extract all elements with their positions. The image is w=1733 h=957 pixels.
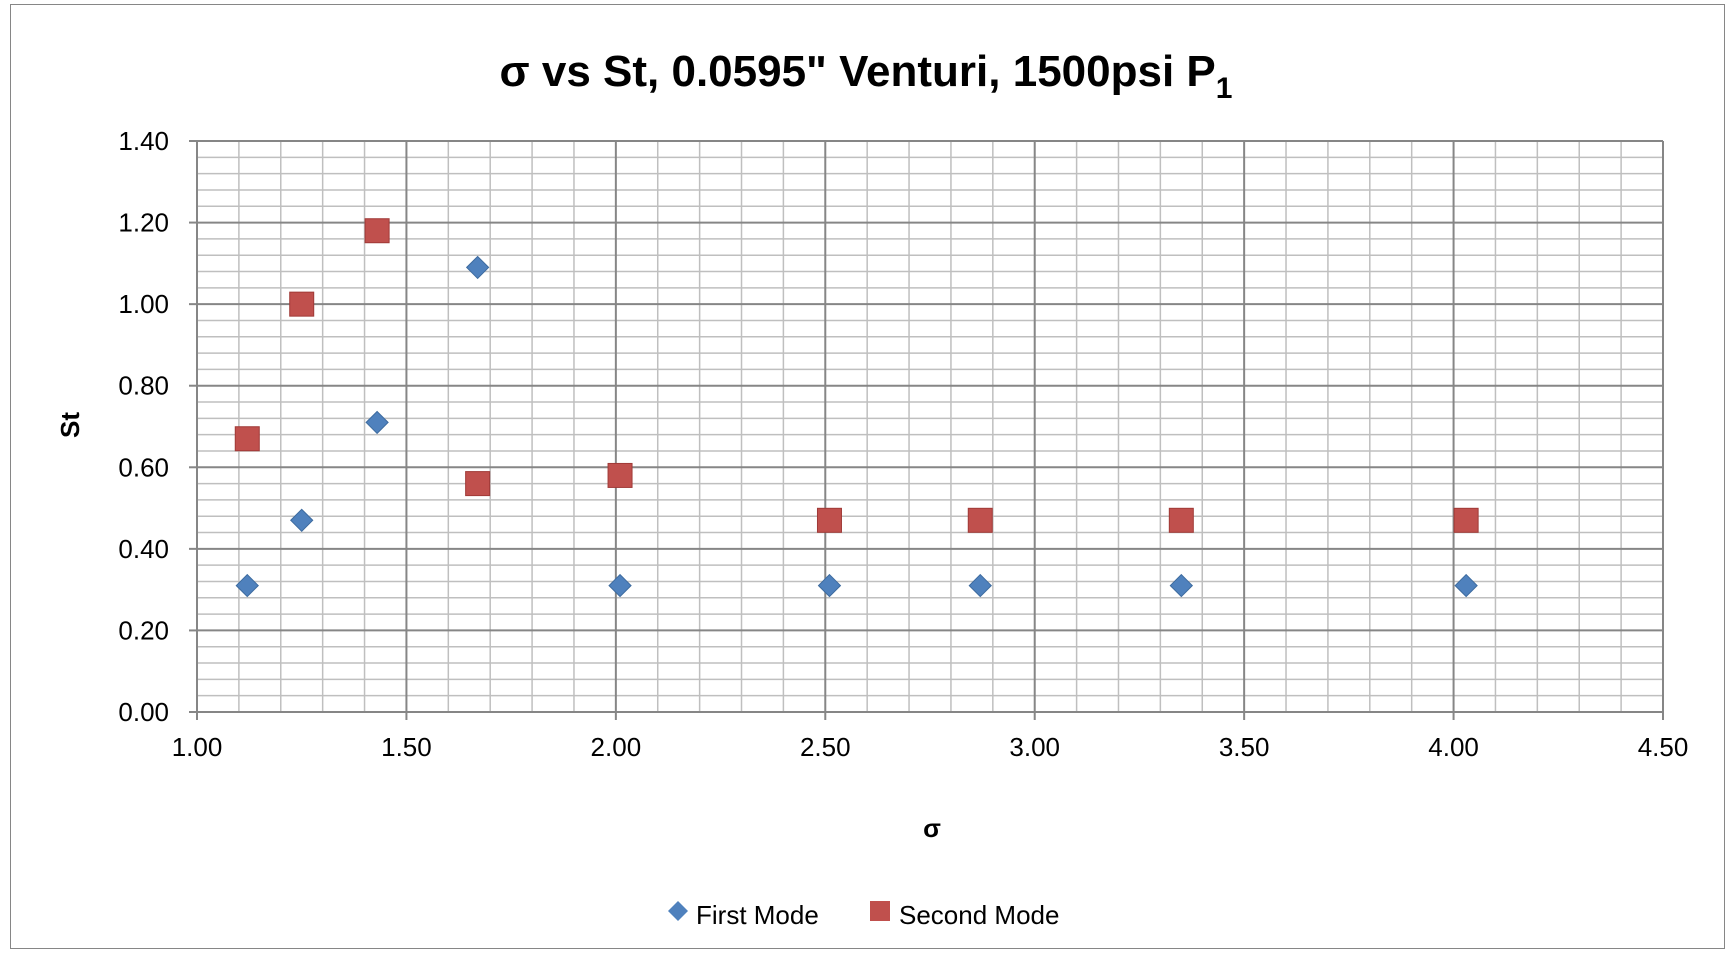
chart-title-text: σ vs St, 0.0595" Venturi, 1500psi P xyxy=(500,47,1216,96)
data-point-first-mode xyxy=(608,573,632,598)
y-tick-label: 0.60 xyxy=(118,452,169,482)
x-tick-label: 3.00 xyxy=(1009,732,1060,762)
data-point-first-mode xyxy=(817,573,842,598)
data-point-second-mode xyxy=(234,426,260,452)
y-tick-label: 1.20 xyxy=(118,208,169,238)
data-point-second-mode xyxy=(607,462,633,488)
data-point-second-mode xyxy=(364,218,390,244)
data-point-second-mode xyxy=(465,471,491,497)
chart-title-subscript: 1 xyxy=(1216,72,1233,105)
x-tick-label: 1.50 xyxy=(381,732,432,762)
x-tick-label: 1.00 xyxy=(172,732,223,762)
series-second-mode xyxy=(234,218,1479,533)
series-first-mode xyxy=(235,255,1478,598)
x-tick-label: 2.00 xyxy=(591,732,642,762)
data-point-first-mode xyxy=(1169,573,1194,598)
y-tick-label: 0.20 xyxy=(118,615,169,645)
y-tick-labels: 0.00 0.20 0.40 0.60 0.80 1.00 1.20 1.40 xyxy=(118,126,169,727)
data-point-second-mode xyxy=(289,291,315,317)
y-tick-label: 1.00 xyxy=(118,289,169,319)
legend-marker-first-mode xyxy=(668,901,688,921)
data-point-first-mode xyxy=(235,573,259,598)
x-tick-label: 4.50 xyxy=(1638,732,1689,762)
data-point-first-mode xyxy=(290,508,314,533)
y-tick-label: 0.40 xyxy=(118,534,169,564)
y-axis-title: St xyxy=(55,412,85,438)
legend-label-first-mode: First Mode xyxy=(696,900,819,930)
data-point-second-mode xyxy=(1453,507,1479,533)
axes xyxy=(189,140,1664,720)
data-point-second-mode xyxy=(1168,507,1194,533)
y-tick-label: 1.40 xyxy=(118,126,169,156)
x-tick-label: 3.50 xyxy=(1219,732,1270,762)
data-point-first-mode xyxy=(1454,573,1478,598)
x-tick-label: 2.50 xyxy=(800,732,851,762)
data-point-first-mode xyxy=(968,573,992,598)
x-axis-title: σ xyxy=(923,813,941,843)
y-tick-label: 0.00 xyxy=(118,697,169,727)
data-point-second-mode xyxy=(967,507,993,533)
data-point-first-mode xyxy=(465,255,490,280)
data-point-second-mode xyxy=(816,507,842,533)
x-tick-labels: 1.00 1.50 2.00 2.50 3.00 3.50 4.00 4.50 xyxy=(172,732,1689,762)
x-tick-label: 4.00 xyxy=(1428,732,1479,762)
minor-gridlines xyxy=(197,141,1663,712)
legend-label-second-mode: Second Mode xyxy=(899,900,1059,930)
data-series xyxy=(234,218,1479,598)
major-gridlines xyxy=(196,140,1664,713)
chart-title: σ vs St, 0.0595" Venturi, 1500psi P1 xyxy=(500,47,1233,105)
y-tick-label: 0.80 xyxy=(118,371,169,401)
legend-marker-second-mode xyxy=(870,901,890,921)
data-point-first-mode xyxy=(365,410,389,435)
legend: First Mode Second Mode xyxy=(668,900,1059,930)
